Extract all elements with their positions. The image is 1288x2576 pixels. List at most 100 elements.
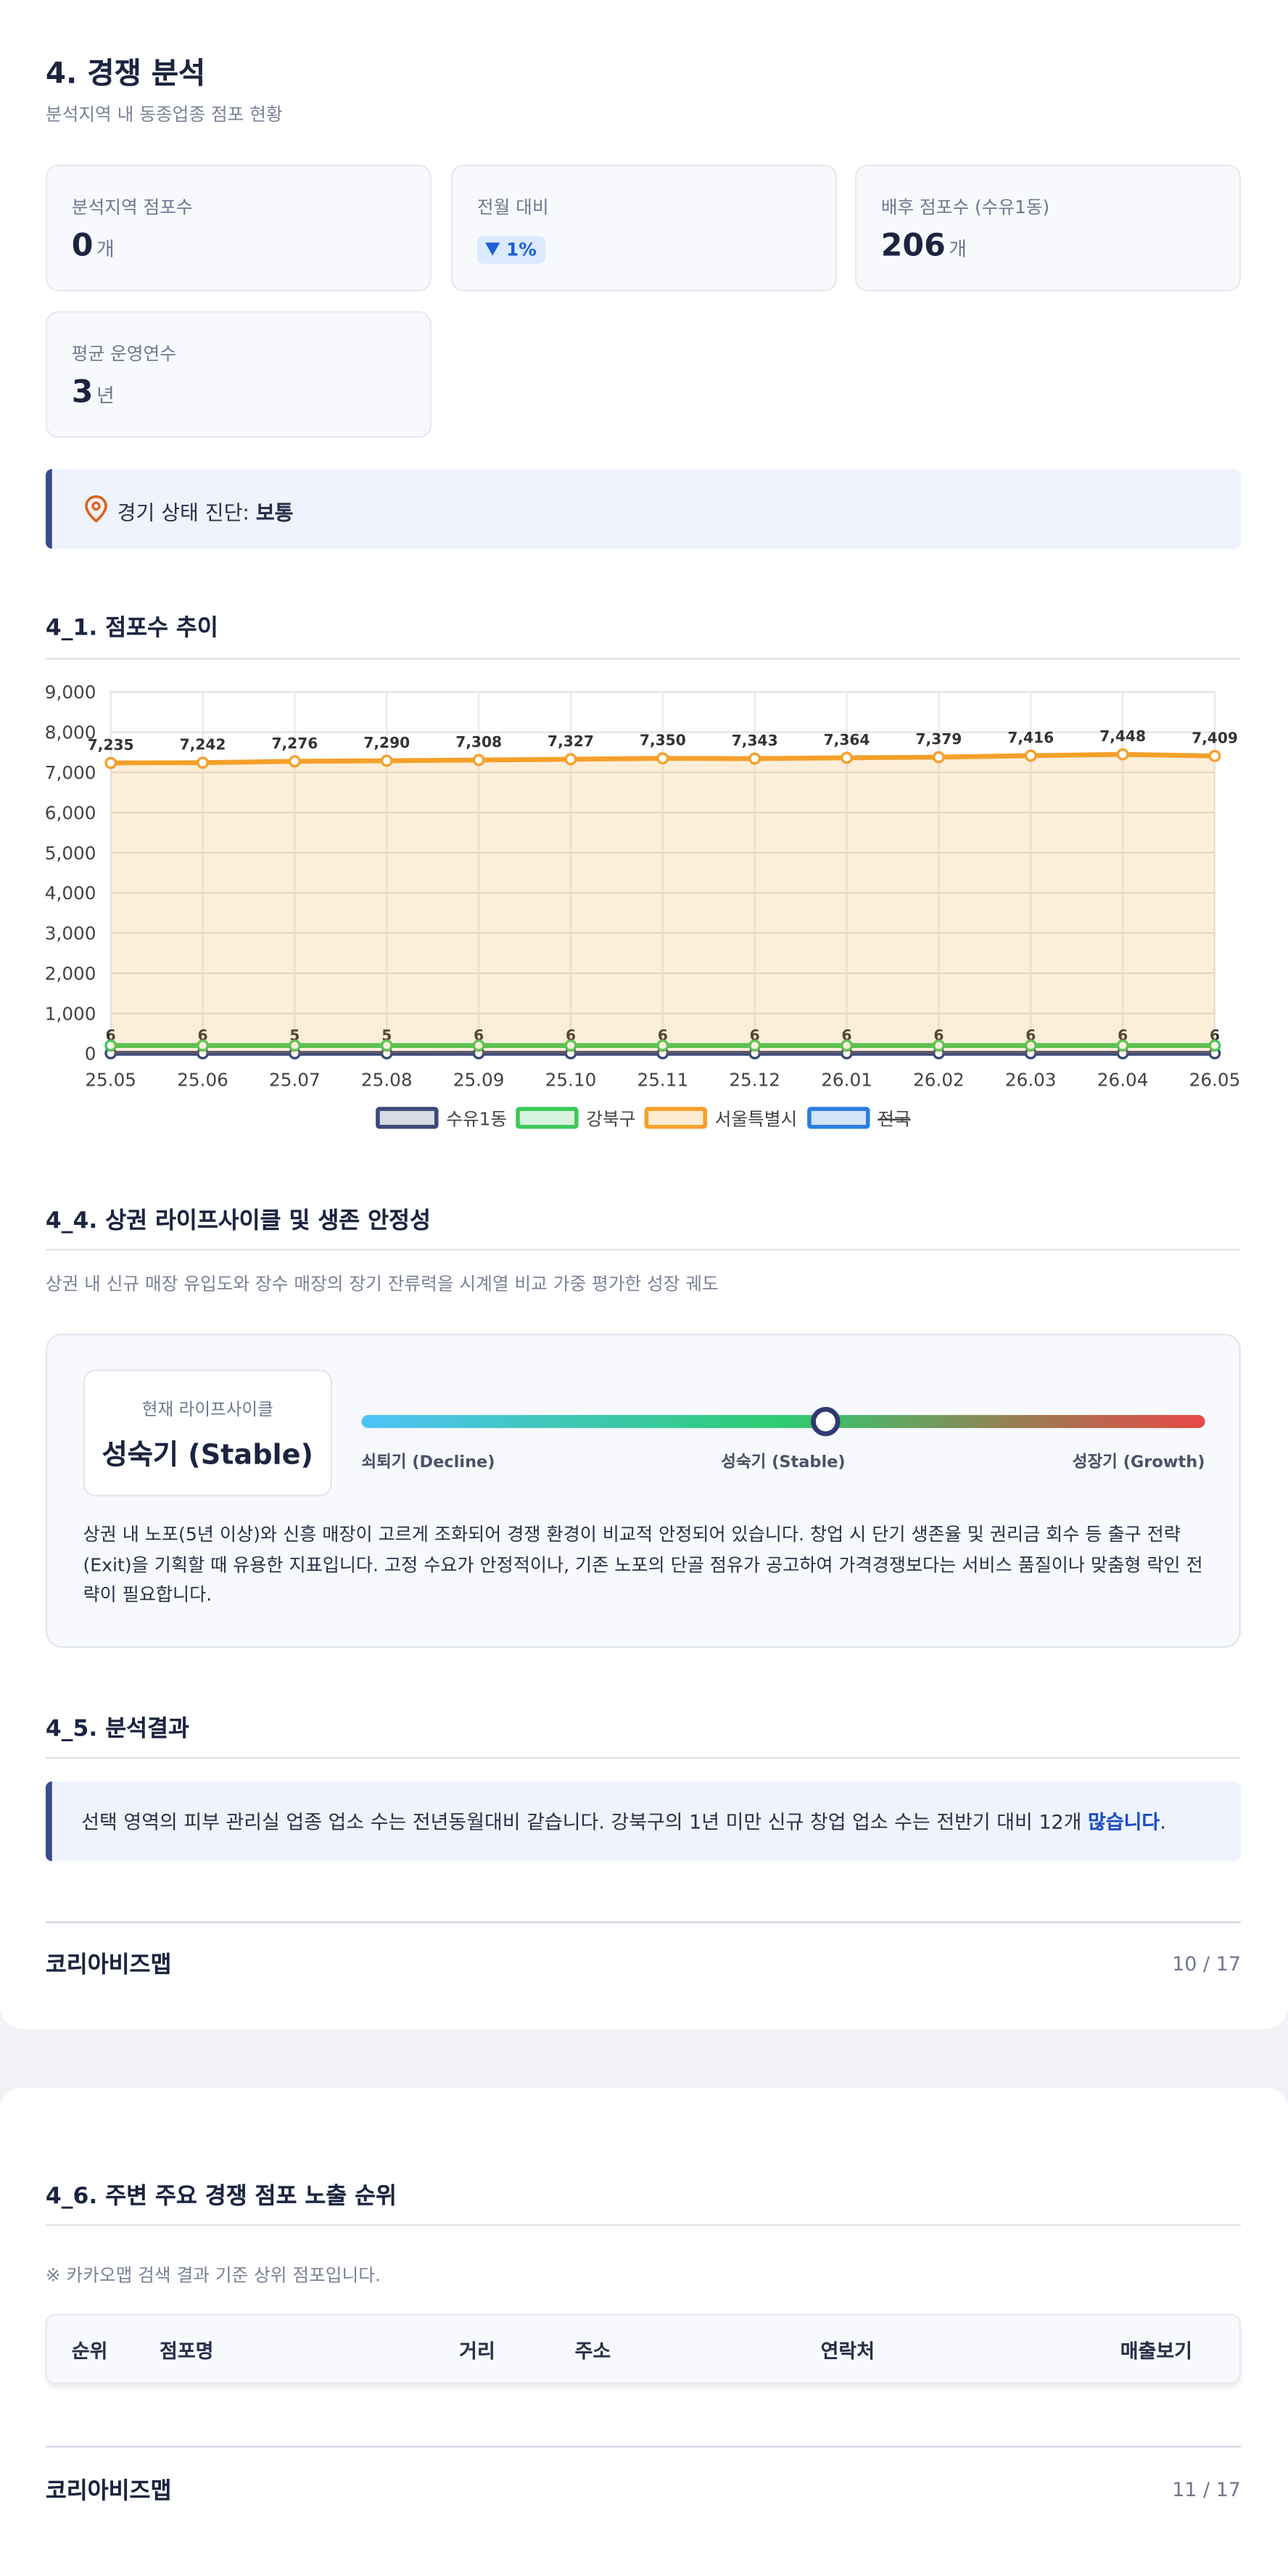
legend-label: 수유1동 bbox=[446, 1109, 507, 1130]
column-header: 점포명 bbox=[160, 2337, 213, 2364]
lifecycle-bar bbox=[361, 1415, 1205, 1428]
x-tick-label: 25.08 bbox=[361, 1070, 413, 1091]
scale-label: 쇠퇴기 (Decline) bbox=[361, 1448, 495, 1472]
lifecycle-marker bbox=[811, 1407, 840, 1436]
column-header: 매출보기 bbox=[1120, 2337, 1192, 2364]
point bbox=[1026, 751, 1036, 760]
x-tick-label: 25.05 bbox=[85, 1070, 136, 1091]
section-description: 상권 내 신규 매장 유입도와 장수 매장의 장기 잔류력을 시계열 비교 가중… bbox=[46, 1270, 719, 1296]
point bbox=[382, 756, 392, 765]
stat-label: 배후 점포수 (수유1동) bbox=[881, 194, 1049, 220]
footer-line bbox=[46, 1921, 1241, 1923]
page-number: 10 / 17 bbox=[1172, 1952, 1241, 1975]
section-heading: 4_1. 점포수 추이 bbox=[46, 611, 218, 643]
pin-icon bbox=[85, 495, 107, 523]
diagnosis-value: 보통 bbox=[256, 500, 294, 524]
stat-number: 3 bbox=[72, 374, 94, 410]
point bbox=[1210, 751, 1219, 761]
data-label: 7,290 bbox=[363, 734, 410, 751]
point bbox=[198, 758, 207, 767]
stat-unit: 개 bbox=[949, 238, 967, 260]
result-text: 선택 영역의 피부 관리실 업종 업소 수는 전년동월대비 같습니다. 강북구의… bbox=[81, 1807, 1166, 1835]
data-label: 7,350 bbox=[640, 732, 686, 749]
data-label: 7,448 bbox=[1099, 727, 1146, 745]
point bbox=[658, 754, 667, 763]
x-tick-label: 25.09 bbox=[453, 1070, 505, 1091]
x-tick-label: 26.04 bbox=[1097, 1070, 1149, 1091]
lifecycle-text: 상권 내 노포(5년 이상)와 신흥 매장이 고르게 조화되어 경쟁 환경이 비… bbox=[83, 1521, 1207, 1611]
y-tick-label: 6,000 bbox=[45, 802, 96, 823]
point bbox=[474, 755, 483, 764]
y-tick-label: 9,000 bbox=[45, 682, 96, 703]
result-main: 선택 영역의 피부 관리실 업종 업소 수는 전년동월대비 같습니다. 강북구의… bbox=[81, 1811, 1088, 1833]
x-tick-label: 25.10 bbox=[545, 1070, 597, 1091]
result-end: . bbox=[1160, 1811, 1166, 1833]
y-tick-label: 4,000 bbox=[45, 883, 96, 904]
section-heading: 4_5. 분석결과 bbox=[46, 1712, 189, 1744]
data-label: 7,416 bbox=[1007, 729, 1054, 746]
x-tick-label: 26.05 bbox=[1189, 1070, 1241, 1091]
footer-brand: 코리아비즈맵 bbox=[46, 1947, 172, 1980]
stat-label: 전월 대비 bbox=[477, 194, 549, 220]
y-tick-label: 7,000 bbox=[45, 762, 96, 783]
stat-number: 0 bbox=[72, 228, 94, 263]
data-label: 7,235 bbox=[88, 736, 134, 754]
stat-unit: 개 bbox=[96, 238, 115, 260]
column-header: 거리 bbox=[459, 2337, 495, 2364]
point bbox=[290, 756, 300, 766]
legend-label: 서울특별시 bbox=[715, 1109, 798, 1130]
section-heading: 4_6. 주변 주요 경쟁 점포 노출 순위 bbox=[46, 2179, 397, 2211]
diagnosis-box: 경기 상태 진단: 보통 bbox=[46, 469, 1241, 549]
title: 4. 경쟁 분석 bbox=[46, 51, 205, 93]
divider bbox=[46, 1757, 1241, 1759]
footer-brand: 코리아비즈맵 bbox=[46, 2474, 172, 2506]
point bbox=[842, 753, 851, 762]
lifecycle-current-value: 성숙기 (Stable) bbox=[85, 1432, 331, 1472]
data-label: 7,308 bbox=[455, 733, 502, 751]
y-tick-label: 1,000 bbox=[45, 1003, 96, 1024]
x-tick-label: 25.06 bbox=[177, 1070, 228, 1091]
data-label: 7,276 bbox=[271, 735, 318, 752]
data-label: 7,327 bbox=[548, 732, 594, 750]
column-header: 주소 bbox=[575, 2337, 611, 2364]
point bbox=[566, 754, 575, 764]
stat-card: 전월 대비 1% bbox=[451, 165, 837, 292]
stat-number: 206 bbox=[881, 228, 946, 263]
y-tick-label: 3,000 bbox=[45, 923, 96, 944]
diagnosis-label: 경기 상태 진단: bbox=[117, 500, 249, 524]
change-value: 1% bbox=[506, 239, 537, 260]
legend-label: 강북구 bbox=[586, 1109, 635, 1130]
x-tick-label: 26.01 bbox=[821, 1070, 872, 1091]
x-tick-label: 26.03 bbox=[1005, 1070, 1057, 1091]
lifecycle-card: 현재 라이프사이클 성숙기 (Stable) 쇠퇴기 (Decline) 성숙기… bbox=[46, 1334, 1241, 1648]
data-label: 7,364 bbox=[824, 731, 870, 748]
stat-unit: 년 bbox=[96, 384, 115, 407]
x-tick-label: 25.07 bbox=[269, 1070, 321, 1091]
result-emphasis: 많습니다 bbox=[1088, 1811, 1160, 1833]
divider bbox=[46, 2224, 1241, 2226]
lifecycle-current-label: 현재 라이프사이클 bbox=[85, 1397, 331, 1421]
ranking-table: 순위 점포명 거리 주소 연락처 매출보기 bbox=[46, 2314, 1241, 2385]
legend-swatch bbox=[809, 1109, 868, 1127]
legend-label: 전국 bbox=[878, 1109, 910, 1130]
y-tick-label: 0 bbox=[85, 1044, 96, 1065]
x-tick-label: 25.12 bbox=[729, 1070, 780, 1091]
area bbox=[111, 754, 1215, 1054]
down-icon bbox=[485, 243, 500, 256]
change-badge: 1% bbox=[477, 236, 545, 264]
y-tick-label: 2,000 bbox=[45, 963, 96, 984]
page-number: 11 / 17 bbox=[1172, 2478, 1241, 2501]
point bbox=[934, 752, 944, 761]
data-label: 7,242 bbox=[180, 736, 226, 754]
column-header: 순위 bbox=[72, 2337, 108, 2364]
line-chart: 01,0002,0003,0004,0005,0006,0007,0008,00… bbox=[0, 668, 1288, 1157]
legend-swatch bbox=[518, 1109, 577, 1127]
